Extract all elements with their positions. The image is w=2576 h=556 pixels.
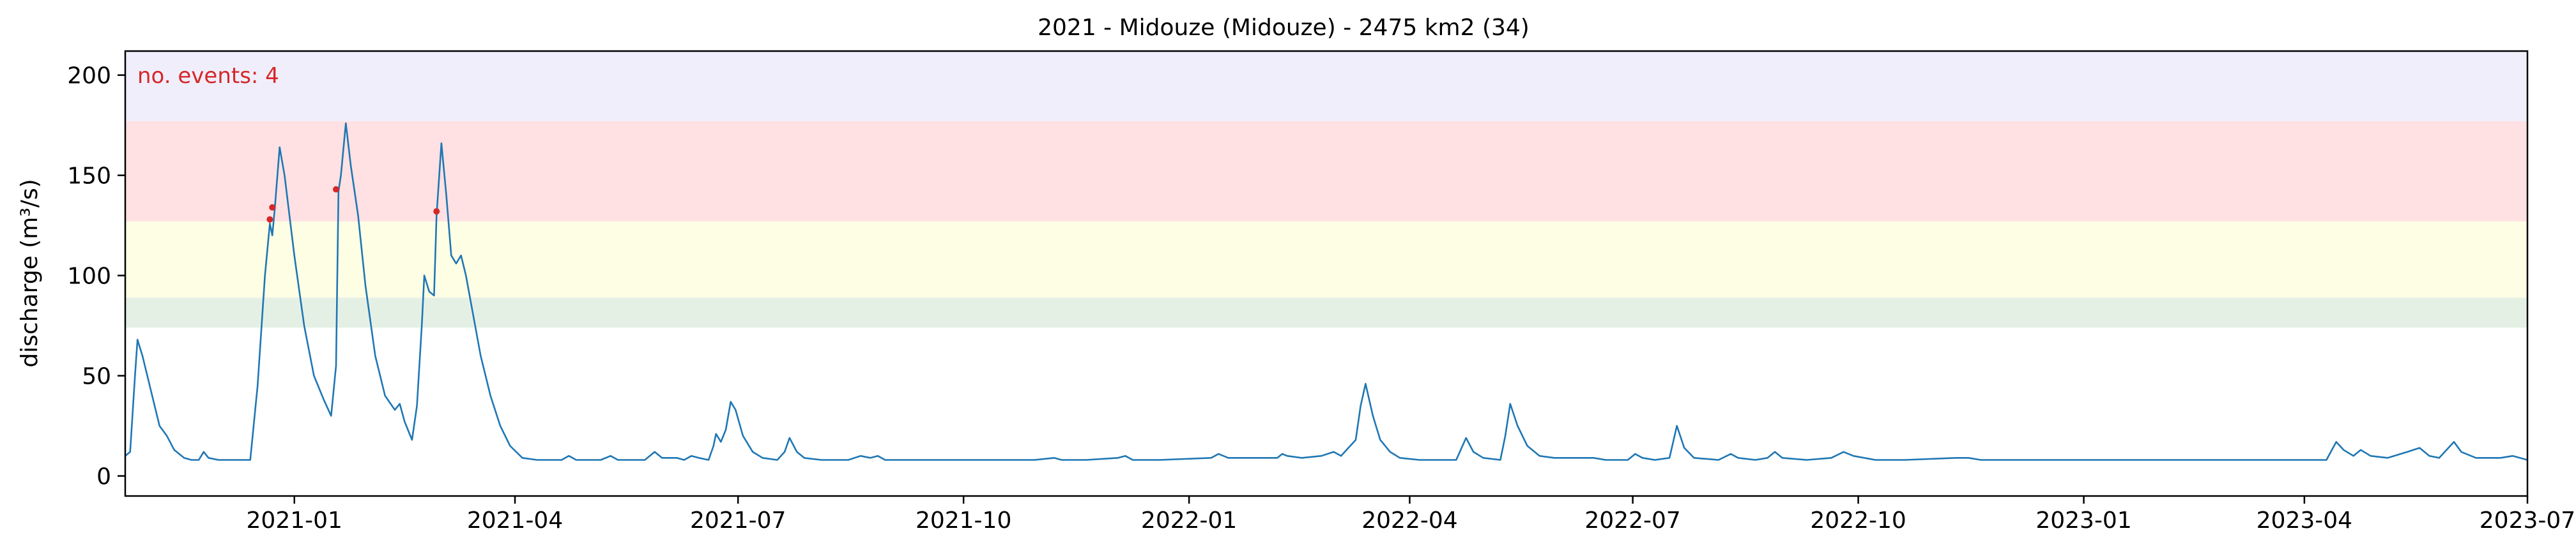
threshold-band-4: [125, 51, 2527, 121]
x-tick-label: 2023-07: [2480, 507, 2575, 534]
y-tick-label: 150: [67, 163, 111, 190]
y-tick-label: 50: [82, 364, 111, 390]
x-tick-label: 2021-10: [916, 507, 1011, 534]
threshold-band-1: [125, 297, 2527, 328]
discharge-line: [125, 122, 2528, 461]
x-tick-label: 2023-04: [2257, 507, 2352, 534]
series-layer: [125, 122, 2528, 461]
x-tick-label: 2021-04: [467, 507, 563, 534]
event-marker: [266, 216, 273, 223]
events-annotation: no. events: 4: [137, 63, 279, 89]
x-tick-label: 2021-07: [690, 507, 786, 534]
event-markers: [266, 186, 440, 223]
x-axis: 2021-01 2021-04 2021-07 2021-10 2022-01 2022-…: [247, 496, 2575, 534]
event-marker: [332, 186, 339, 193]
y-tick-label: 200: [67, 63, 111, 89]
x-tick-label: 2022-10: [1810, 507, 1906, 534]
y-axis: 0 50 100 150 200: [67, 63, 125, 490]
threshold-band-3: [125, 121, 2527, 222]
y-tick-label: 100: [67, 264, 111, 290]
chart-title: 2021 - Midouze (Midouze) - 2475 km2 (34): [1038, 15, 1529, 41]
x-tick-label: 2021-01: [247, 507, 342, 534]
x-tick-label: 2022-01: [1141, 507, 1237, 534]
plot-frame: [124, 50, 2529, 497]
y-tick-label: 0: [96, 464, 111, 490]
x-tick-label: 2022-07: [1584, 507, 1680, 534]
event-marker: [433, 208, 440, 215]
y-axis-label: discharge (m³/s): [17, 179, 43, 367]
threshold-bands: [125, 51, 2527, 328]
x-tick-label: 2022-04: [1361, 507, 1457, 534]
event-marker: [269, 204, 276, 211]
x-tick-label: 2023-01: [2035, 507, 2131, 534]
threshold-band-2: [125, 221, 2527, 298]
